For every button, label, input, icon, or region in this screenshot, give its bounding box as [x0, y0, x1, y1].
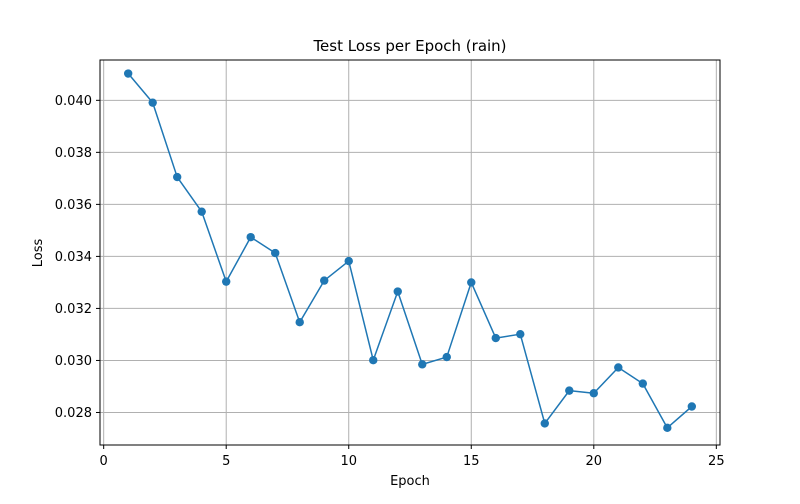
data-point: [123, 69, 133, 78]
data-point: [320, 276, 329, 285]
x-tick-label: 15: [463, 454, 480, 469]
data-point: [418, 360, 427, 369]
data-point: [295, 318, 304, 327]
chart-title: Test Loss per Epoch (rain): [312, 37, 506, 55]
data-point: [565, 386, 574, 395]
data-point: [393, 287, 402, 296]
data-point: [246, 232, 255, 242]
data-point: [589, 389, 598, 398]
data-point: [148, 98, 157, 107]
series-line: [127, 73, 693, 429]
data-point: [491, 333, 500, 343]
y-tick-label: 0.040: [55, 94, 92, 109]
y-tick-label: 0.030: [55, 354, 92, 369]
x-tick-label: 5: [222, 454, 230, 469]
data-point: [271, 248, 280, 258]
data-point: [467, 278, 476, 287]
data-point: [638, 379, 648, 388]
data-point: [516, 329, 525, 339]
x-tick-label: 10: [340, 454, 357, 469]
x-tick-label: 0: [100, 454, 108, 469]
data-point: [663, 423, 672, 433]
plot-frame: [99, 59, 721, 446]
data-point: [197, 207, 206, 216]
data-point: [344, 256, 353, 266]
y-axis-ticks: 0.028 0.030 0.032 0.034 0.036 0.038 0.040: [55, 94, 100, 421]
series-layer: [123, 69, 697, 433]
y-tick-label: 0.028: [55, 406, 92, 421]
grid-layer: [100, 60, 720, 445]
x-tick-label: 25: [708, 454, 725, 469]
x-tick-label: 20: [586, 454, 603, 469]
y-tick-label: 0.036: [55, 198, 92, 213]
y-tick-label: 0.034: [55, 250, 92, 265]
data-point: [442, 352, 451, 362]
data-point: [540, 419, 549, 428]
x-axis-label: Epoch: [390, 474, 430, 489]
data-point: [614, 363, 623, 372]
axes-layer: [99, 59, 721, 446]
data-point: [369, 355, 378, 365]
x-axis-ticks: 0 5 10 15 20 25: [100, 445, 725, 469]
y-axis-label: Loss: [31, 239, 46, 268]
y-tick-label: 0.032: [55, 302, 92, 317]
data-point: [222, 277, 231, 286]
y-tick-label: 0.038: [55, 146, 92, 161]
data-point: [172, 172, 182, 182]
data-point: [687, 402, 697, 411]
